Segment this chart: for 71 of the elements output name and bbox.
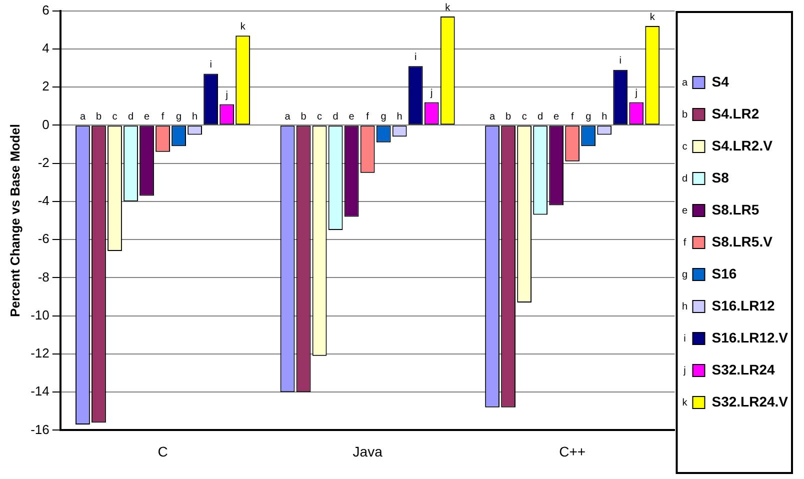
legend-label: S16.LR12.V (712, 329, 789, 346)
legend-label: S4.LR2 (712, 105, 760, 122)
y-tick-label: -14 (30, 384, 50, 399)
text: i (414, 52, 417, 63)
text: k (650, 12, 655, 23)
annotation: g (176, 111, 182, 122)
text: h (682, 301, 688, 312)
annotation: c (112, 111, 118, 122)
y-tick-label: -8 (38, 269, 50, 284)
legend-label: S8.LR5.V (712, 233, 774, 250)
text: d (538, 111, 544, 122)
text: k (445, 2, 450, 14)
text: g (682, 269, 688, 280)
legend-label: S32.LR24 (712, 361, 775, 378)
annotation: b (96, 111, 102, 122)
y-tick-label: 0 (42, 116, 50, 132)
text: f (366, 111, 369, 122)
annotation: f (161, 111, 164, 122)
text: e (682, 205, 688, 216)
annotation: e (144, 111, 150, 122)
annotation: d (128, 111, 134, 122)
y-tick-label: 2 (42, 78, 50, 94)
text: c (682, 141, 688, 152)
text: i (619, 56, 622, 67)
text: b (682, 109, 688, 120)
annotation: j (224, 90, 228, 101)
text: g (586, 111, 592, 122)
text: j (635, 88, 638, 100)
y-tick-label: -12 (30, 346, 50, 361)
legend-label: S16 (712, 265, 737, 282)
x-tick-label: Java (352, 443, 383, 460)
text: d (682, 173, 688, 184)
text: i (684, 333, 686, 344)
x-tick-label: C++ (559, 443, 586, 460)
y-tick-label: -10 (30, 307, 50, 322)
text: a (490, 111, 496, 122)
legend-label: S32.LR24.V (712, 393, 789, 410)
text: f (570, 111, 574, 122)
text: e (554, 111, 560, 122)
text: f (683, 237, 686, 248)
y-tick-label: 4 (42, 40, 50, 56)
text: c (317, 111, 322, 122)
legend-label: S16.LR12 (712, 297, 775, 314)
annotation: k (240, 21, 246, 32)
y-tick-label: -2 (38, 154, 50, 170)
text: j (430, 88, 433, 100)
y-tick-label: -16 (30, 422, 50, 437)
legend-label: S4.LR2.V (712, 137, 774, 154)
text: k (682, 397, 688, 408)
text: d (332, 111, 338, 122)
text: b (506, 111, 512, 122)
legend-label: S4 (712, 73, 730, 90)
text: a (284, 111, 290, 122)
text: h (602, 111, 608, 122)
text: b (300, 111, 306, 122)
text: h (396, 111, 402, 122)
legend-label: S8 (712, 169, 730, 186)
x-tick-label: C (158, 443, 168, 460)
y-tick-label: 6 (42, 2, 50, 18)
text: g (380, 111, 386, 122)
y-axis-title: Percent Change vs Base Model (7, 124, 22, 317)
text: e (348, 111, 354, 122)
text: j (684, 365, 686, 376)
annotation: a (80, 111, 86, 122)
y-tick-label: -4 (38, 193, 50, 208)
annotation: i (210, 59, 212, 70)
text: c (522, 111, 527, 122)
legend-label: S8.LR5 (712, 201, 760, 218)
y-tick-label: -6 (38, 231, 50, 246)
annotation: h (192, 111, 198, 122)
text: a (682, 77, 688, 88)
